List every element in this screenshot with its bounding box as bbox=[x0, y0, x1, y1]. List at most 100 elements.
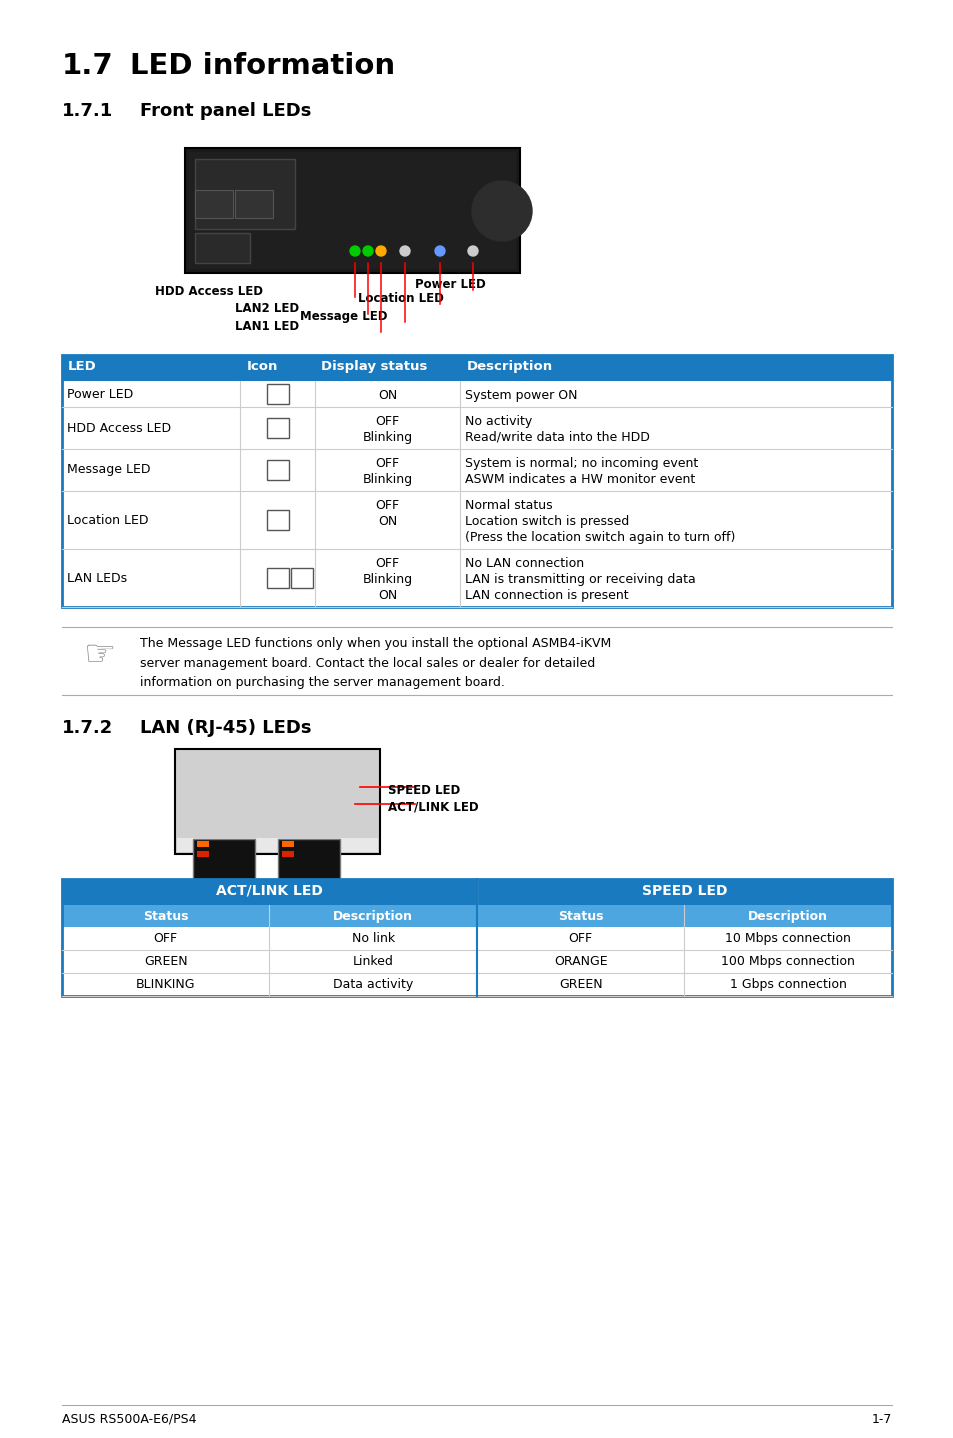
Text: Location LED: Location LED bbox=[357, 292, 443, 305]
Text: 10 Mbps connection: 10 Mbps connection bbox=[724, 932, 850, 945]
Text: Description: Description bbox=[466, 360, 552, 372]
Bar bbox=[62, 355, 891, 607]
Text: LAN is transmitting or receiving data: LAN is transmitting or receiving data bbox=[465, 572, 696, 587]
Text: 1.7.1: 1.7.1 bbox=[62, 102, 113, 119]
Text: Read/write data into the HDD: Read/write data into the HDD bbox=[465, 431, 650, 444]
Circle shape bbox=[468, 246, 477, 256]
Bar bbox=[62, 549, 891, 607]
Text: Data activity: Data activity bbox=[333, 978, 413, 991]
Text: Status: Status bbox=[143, 910, 189, 923]
Text: OFF: OFF bbox=[375, 557, 399, 569]
Text: Blinking: Blinking bbox=[362, 572, 413, 587]
Bar bbox=[62, 490, 891, 549]
Text: 1 Gbps connection: 1 Gbps connection bbox=[729, 978, 846, 991]
Circle shape bbox=[399, 246, 410, 256]
Text: ACT/LINK LED: ACT/LINK LED bbox=[388, 801, 478, 814]
Text: OFF: OFF bbox=[153, 932, 177, 945]
Text: LAN1 LED: LAN1 LED bbox=[234, 321, 299, 334]
Bar bbox=[174, 749, 379, 854]
Bar bbox=[189, 152, 516, 269]
Bar bbox=[267, 384, 289, 404]
Circle shape bbox=[435, 246, 444, 256]
Bar bbox=[62, 951, 891, 974]
Text: 1-7: 1-7 bbox=[871, 1414, 891, 1426]
Text: Blinking: Blinking bbox=[362, 431, 413, 444]
Text: HDD Access LED: HDD Access LED bbox=[67, 421, 171, 434]
Bar bbox=[291, 568, 313, 588]
Bar bbox=[193, 838, 254, 905]
Text: No LAN connection: No LAN connection bbox=[465, 557, 584, 569]
Text: No activity: No activity bbox=[465, 416, 532, 429]
Text: HDD Access LED: HDD Access LED bbox=[154, 285, 263, 298]
Circle shape bbox=[350, 246, 359, 256]
Text: ACT/LINK LED: ACT/LINK LED bbox=[215, 884, 323, 897]
Bar bbox=[267, 568, 289, 588]
Bar bbox=[177, 838, 377, 851]
Text: Description: Description bbox=[333, 910, 413, 923]
Bar bbox=[62, 879, 891, 997]
Text: ON: ON bbox=[377, 390, 397, 403]
Bar bbox=[194, 233, 250, 263]
Text: Power LED: Power LED bbox=[415, 278, 485, 290]
Text: Location switch is pressed: Location switch is pressed bbox=[465, 515, 629, 528]
Bar bbox=[267, 510, 289, 531]
Text: ON: ON bbox=[377, 590, 397, 603]
Bar bbox=[194, 190, 233, 219]
Text: OFF: OFF bbox=[375, 499, 399, 512]
Text: OFF: OFF bbox=[568, 932, 592, 945]
Bar bbox=[282, 851, 294, 857]
Text: LAN LEDs: LAN LEDs bbox=[67, 571, 127, 584]
Circle shape bbox=[375, 246, 386, 256]
Text: GREEN: GREEN bbox=[558, 978, 602, 991]
Text: 100 Mbps connection: 100 Mbps connection bbox=[720, 955, 854, 968]
Bar bbox=[234, 190, 273, 219]
Text: SPEED LED: SPEED LED bbox=[641, 884, 726, 897]
Bar bbox=[62, 974, 891, 997]
Text: ORANGE: ORANGE bbox=[554, 955, 607, 968]
Bar bbox=[267, 460, 289, 480]
Text: ASWM indicates a HW monitor event: ASWM indicates a HW monitor event bbox=[465, 473, 695, 486]
Text: Display status: Display status bbox=[321, 360, 427, 372]
Bar bbox=[62, 879, 891, 905]
Text: LAN connection is present: LAN connection is present bbox=[465, 590, 628, 603]
Text: LED: LED bbox=[68, 360, 96, 372]
Text: Icon: Icon bbox=[246, 360, 277, 372]
Text: 1.7.2: 1.7.2 bbox=[62, 719, 113, 738]
Text: Front panel LEDs: Front panel LEDs bbox=[140, 102, 311, 119]
Bar bbox=[62, 355, 891, 381]
Bar bbox=[267, 418, 289, 439]
Text: LAN2 LED: LAN2 LED bbox=[234, 302, 299, 315]
Text: OFF: OFF bbox=[375, 457, 399, 470]
Text: LAN (RJ-45) LEDs: LAN (RJ-45) LEDs bbox=[140, 719, 312, 738]
Text: Description: Description bbox=[747, 910, 827, 923]
Circle shape bbox=[472, 181, 532, 242]
Bar bbox=[62, 905, 891, 928]
Text: Linked: Linked bbox=[353, 955, 394, 968]
Text: BLINKING: BLINKING bbox=[136, 978, 195, 991]
Text: Blinking: Blinking bbox=[362, 473, 413, 486]
Text: System power ON: System power ON bbox=[465, 390, 578, 403]
Bar bbox=[277, 838, 339, 905]
Text: Message LED: Message LED bbox=[67, 463, 151, 476]
Text: ON: ON bbox=[377, 515, 397, 528]
Text: No link: No link bbox=[352, 932, 395, 945]
Text: (Press the location switch again to turn off): (Press the location switch again to turn… bbox=[465, 531, 735, 544]
Text: LED information: LED information bbox=[130, 52, 395, 81]
Text: Location LED: Location LED bbox=[67, 513, 149, 526]
Text: Normal status: Normal status bbox=[465, 499, 553, 512]
Circle shape bbox=[363, 246, 373, 256]
Bar bbox=[62, 407, 891, 449]
Text: Status: Status bbox=[558, 910, 603, 923]
Text: ☞: ☞ bbox=[84, 637, 116, 672]
Text: Power LED: Power LED bbox=[67, 387, 133, 401]
Text: System is normal; no incoming event: System is normal; no incoming event bbox=[465, 457, 698, 470]
Bar bbox=[62, 449, 891, 490]
Text: SPEED LED: SPEED LED bbox=[388, 784, 459, 797]
Bar bbox=[185, 148, 519, 273]
Bar bbox=[282, 841, 294, 847]
Text: OFF: OFF bbox=[375, 416, 399, 429]
Text: GREEN: GREEN bbox=[144, 955, 188, 968]
Bar bbox=[196, 841, 209, 847]
Bar bbox=[196, 851, 209, 857]
Text: 1.7: 1.7 bbox=[62, 52, 113, 81]
